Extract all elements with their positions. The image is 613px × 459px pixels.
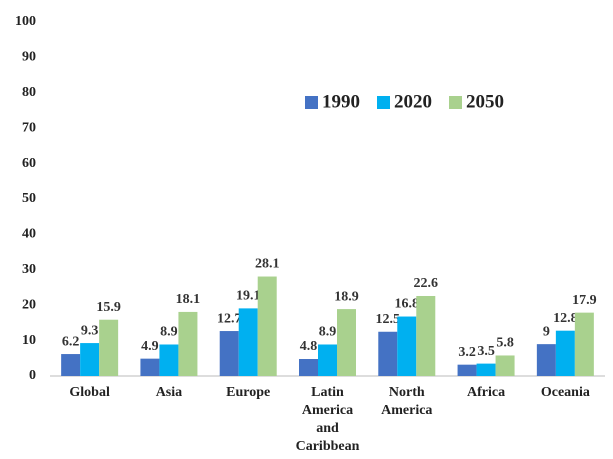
x-tick-label: Global <box>69 385 110 400</box>
bar <box>378 331 398 376</box>
legend-swatch <box>377 96 390 109</box>
data-label: 16.8 <box>395 297 420 312</box>
bar <box>337 309 356 376</box>
y-tick-label: 100 <box>15 14 36 29</box>
bar <box>536 344 556 376</box>
y-tick-label: 70 <box>22 120 36 135</box>
bar <box>219 331 239 376</box>
bar <box>257 276 277 376</box>
data-label: 6.2 <box>62 334 80 349</box>
data-label: 17.9 <box>572 293 597 308</box>
data-label: 4.8 <box>300 339 318 354</box>
data-label: 3.5 <box>477 344 495 359</box>
bar <box>416 295 436 376</box>
data-label: 28.1 <box>255 257 280 272</box>
bar <box>318 344 337 376</box>
legend-label: 1990 <box>322 91 360 112</box>
y-tick-label: 50 <box>22 191 36 206</box>
x-tick-label: Latin America and Caribbean <box>295 385 360 454</box>
x-tick-label: Africa <box>467 385 506 400</box>
y-tick-label: 90 <box>22 50 36 65</box>
legend-label: 2050 <box>466 91 504 112</box>
bar <box>178 311 198 376</box>
y-tick-label: 30 <box>22 262 36 277</box>
bar <box>238 308 258 376</box>
data-label: 12.5 <box>376 312 401 327</box>
bar <box>61 354 81 376</box>
bar <box>80 343 100 376</box>
x-tick-label: Asia <box>155 385 183 400</box>
x-tick-label: Oceania <box>540 385 590 400</box>
y-tick-label: 60 <box>22 156 36 171</box>
x-tick-label: North America <box>381 385 433 418</box>
data-label: 5.8 <box>496 336 514 351</box>
bar <box>495 355 515 376</box>
bar <box>397 316 417 376</box>
data-label: 9.3 <box>81 323 99 338</box>
data-label: 19.1 <box>236 289 261 304</box>
bar <box>555 330 575 376</box>
data-label: 22.6 <box>414 276 439 291</box>
data-label: 8.9 <box>160 325 178 340</box>
bar <box>574 312 594 376</box>
legend-label: 2020 <box>394 91 432 112</box>
data-label: 3.2 <box>458 345 476 360</box>
bar <box>140 358 160 376</box>
bar <box>299 359 318 376</box>
y-tick-label: 80 <box>22 85 36 100</box>
y-tick-label: 40 <box>22 227 36 242</box>
legend-swatch <box>305 96 318 109</box>
y-tick-label: 20 <box>22 297 36 312</box>
data-label: 9 <box>543 324 550 339</box>
y-tick-label: 0 <box>29 368 36 383</box>
data-label: 18.9 <box>334 289 359 304</box>
bar <box>457 364 477 376</box>
x-tick-label: Europe <box>226 385 271 400</box>
bar <box>99 319 119 376</box>
bar <box>159 344 179 376</box>
data-label: 18.1 <box>176 292 201 307</box>
legend-swatch <box>449 96 462 109</box>
data-label: 12.7 <box>217 311 242 326</box>
data-label: 4.9 <box>141 339 159 354</box>
y-tick-label: 10 <box>22 333 36 348</box>
bar <box>476 363 496 376</box>
data-label: 15.9 <box>96 300 121 315</box>
data-label: 8.9 <box>319 325 337 340</box>
data-label: 12.8 <box>553 311 578 326</box>
